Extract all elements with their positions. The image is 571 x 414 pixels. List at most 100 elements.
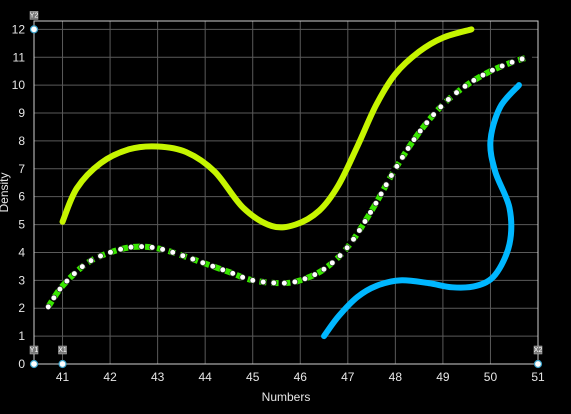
series-0-line xyxy=(59,26,475,231)
corner-marker-dot xyxy=(58,359,67,369)
series-1-point xyxy=(470,77,477,84)
corner-marker-badge xyxy=(29,11,39,20)
series-1-point xyxy=(423,119,430,126)
series-1-point xyxy=(356,227,363,234)
series-1-point xyxy=(97,252,104,260)
series-1-point xyxy=(350,236,357,243)
corner-marker-label: X1 xyxy=(58,347,67,354)
series-1-point xyxy=(45,303,52,310)
y-tick-label: 8 xyxy=(18,134,25,148)
y-tick-label: 12 xyxy=(12,22,26,36)
series-1-point xyxy=(159,246,166,253)
y-tick-label: 10 xyxy=(12,78,26,92)
series-1-point xyxy=(79,263,86,270)
series-1-point xyxy=(410,136,418,143)
series-1-point xyxy=(361,218,369,225)
series-1-point xyxy=(87,257,95,264)
series-1-point xyxy=(311,271,318,278)
series-1-point xyxy=(377,190,385,198)
series-1-point xyxy=(189,256,196,263)
x-tick-label: 42 xyxy=(103,370,117,384)
y-axis-title: Density xyxy=(0,172,11,212)
y-tick-label: 1 xyxy=(18,329,25,343)
x-tick-label: 41 xyxy=(56,370,70,384)
series-1-point xyxy=(336,252,344,259)
corner-marker-label: Y2 xyxy=(30,12,39,19)
x-tick-label: 45 xyxy=(246,370,260,384)
series-1-point xyxy=(417,127,424,135)
series-1-point xyxy=(249,277,256,284)
corner-marker-label: Y1 xyxy=(30,347,39,354)
plot-frame xyxy=(33,20,539,365)
y-tick-label: 6 xyxy=(18,190,25,204)
series-1-point xyxy=(499,62,506,70)
series-1-point xyxy=(430,111,437,118)
series-1-point xyxy=(281,279,288,287)
series-1-point xyxy=(437,103,444,110)
y-tick-label: 3 xyxy=(18,273,25,287)
series-2-line xyxy=(321,82,522,340)
y-tick-label: 9 xyxy=(18,106,25,120)
series-1-point xyxy=(372,200,380,207)
series-1-point xyxy=(489,67,496,74)
series-1-point xyxy=(209,263,216,270)
series-1-point xyxy=(56,286,63,293)
series-1-point xyxy=(149,244,156,251)
series-1-point xyxy=(445,96,452,103)
series-1-point xyxy=(169,249,176,256)
x-tick-label: 48 xyxy=(389,370,403,384)
x-tick-label: 49 xyxy=(436,370,450,384)
series-1-point xyxy=(367,209,374,216)
series-1-point xyxy=(405,145,412,152)
y-tick-label: 7 xyxy=(18,162,25,176)
series-1-point xyxy=(519,55,526,63)
corner-marker: X2 xyxy=(533,345,543,369)
series-1-point xyxy=(239,274,246,281)
x-tick-label: 44 xyxy=(198,370,212,384)
series-1-point xyxy=(344,244,351,251)
x-tick-label: 51 xyxy=(531,370,545,384)
y-tick-label: 5 xyxy=(18,218,25,232)
series-1-point xyxy=(388,172,395,179)
corner-marker-dot xyxy=(29,359,39,369)
series-1-point xyxy=(453,89,460,96)
series-1-point xyxy=(260,278,267,286)
y-tick-label: 2 xyxy=(18,301,25,315)
x-tick-label: 46 xyxy=(294,370,308,384)
series-1-point xyxy=(329,259,336,266)
series-1-point xyxy=(179,252,186,259)
series-1-point xyxy=(301,275,309,282)
series-1-point xyxy=(508,59,516,66)
series-1-point xyxy=(383,181,390,188)
series-1-point xyxy=(461,83,469,90)
corner-marker: Y2 xyxy=(29,11,39,34)
corner-marker-badge xyxy=(58,345,67,355)
series-1-point xyxy=(71,270,78,277)
series-1-point xyxy=(50,294,57,301)
x-tick-label: 47 xyxy=(341,370,355,384)
series-1-point xyxy=(270,279,277,287)
series-1-point xyxy=(199,259,206,266)
series-1-point xyxy=(479,71,487,79)
corner-marker-dot xyxy=(29,25,39,34)
x-tick-label: 43 xyxy=(151,370,165,384)
corner-marker-label: X2 xyxy=(534,347,543,354)
series-1-point xyxy=(63,278,70,285)
series-1-point xyxy=(138,243,145,250)
y-tick-label: 11 xyxy=(13,50,26,64)
series-1-point xyxy=(320,266,328,273)
series-layer xyxy=(44,26,532,340)
corner-marker-badge xyxy=(533,345,543,355)
y-tick-label: 4 xyxy=(18,245,25,259)
corner-marker-dot xyxy=(533,359,543,369)
series-1-point xyxy=(229,270,236,277)
series-1-point xyxy=(219,266,226,273)
series-1-point xyxy=(127,244,135,251)
corner-marker-badge xyxy=(29,345,39,355)
corner-marker: X1 xyxy=(58,345,67,369)
series-1-point xyxy=(107,249,114,256)
corner-markers: Y2 Y1 X1 X2 xyxy=(29,11,543,369)
